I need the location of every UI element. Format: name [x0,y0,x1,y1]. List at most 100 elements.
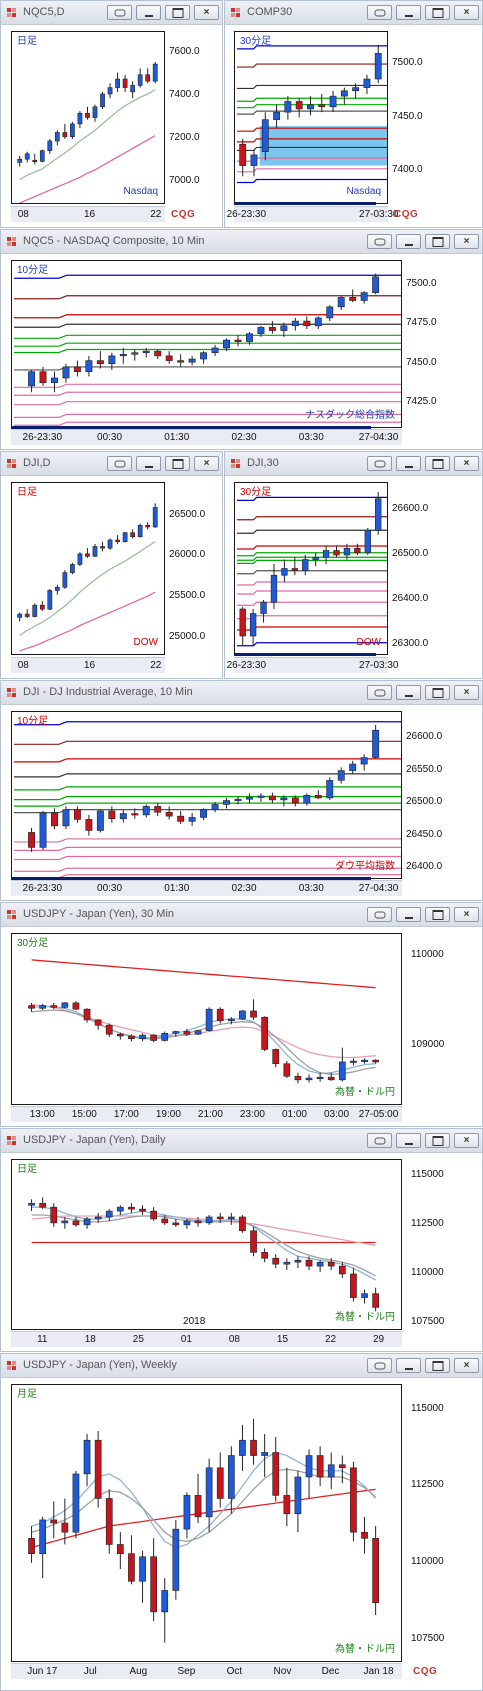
chart-window-usdjpy30[interactable]: USDJPY - Japan (Yen), 30 Min × 30分足 為替・ドル円 1… [0,902,483,1127]
chart-plot-area[interactable]: 日足 DOW [11,482,165,655]
candle-body [272,1452,280,1496]
chart-window-nqc5_10[interactable]: NQC5 - NASDAQ Composite, 10 Min × 10分足 ナスダッ… [0,229,483,450]
window-title-bar[interactable]: NQC5 - NASDAQ Composite, 10 Min × [1,230,482,254]
y-axis-tick: 26000.0 [169,549,206,561]
minimize-button[interactable] [136,5,161,20]
minimize-button[interactable] [396,1133,421,1148]
level-line [14,295,401,300]
x-axis-tick: 27-04:30 [358,883,399,894]
candle-body [343,547,351,556]
close-button[interactable]: × [454,456,479,471]
close-button[interactable]: × [454,1133,479,1148]
window-title-bar[interactable]: USDJPY - Japan (Yen), 30 Min × [1,903,482,927]
maximize-button[interactable] [165,5,190,20]
link-button[interactable] [367,5,392,20]
symbol-label: ナスダック総合指数 [305,410,395,421]
close-button[interactable]: × [454,5,479,20]
chart-plot-area[interactable]: 10分足 ナスダック総合指数 [11,260,402,428]
link-button[interactable] [367,1358,392,1373]
maximize-button[interactable] [425,907,450,922]
level-line [14,796,401,801]
candle-body [62,132,68,138]
chart-plot-area[interactable]: 30分足 DOW [234,482,388,655]
minimize-button[interactable] [136,456,161,471]
link-button[interactable] [367,685,392,700]
chart-window-dji30[interactable]: DJI,30 × 30分足 DOW 26600.0 26500.0 26400.0 26300… [224,451,483,679]
minimize-button[interactable] [396,685,421,700]
close-button[interactable]: × [194,5,219,20]
link-button[interactable] [367,234,392,249]
chart-plot-area[interactable]: 日足 Nasdaq [11,31,165,204]
period-label: 30分足 [240,36,272,47]
window-title-bar[interactable]: DJI,D × [1,452,222,476]
candle-body [47,590,53,610]
candle-body [374,53,382,80]
maximize-button[interactable] [425,1358,450,1373]
candle-body [72,1002,80,1010]
link-button[interactable] [367,456,392,471]
chart-window-usdjpyd[interactable]: USDJPY - Japan (Yen), Daily × 日足 為替・ドル円 1150… [0,1128,483,1352]
window-title-bar[interactable]: COMP30 × [225,1,482,25]
chart-plot-area[interactable]: 30分足 為替・ドル円 [11,933,402,1105]
moving-average-line [31,1214,376,1277]
chart-window-nqc5d[interactable]: NQC5,D × 日足 Nasdaq 7600.0 7400.0 7200.0 7000.0 0… [0,0,223,228]
window-title-bar[interactable]: USDJPY - Japan (Yen), Weekly × [1,1354,482,1378]
maximize-button[interactable] [425,5,450,20]
link-button[interactable] [367,907,392,922]
chart-plot-area[interactable]: 30分足 Nasdaq [234,31,388,204]
candle-body [73,366,81,372]
candle-body [272,1049,280,1065]
link-button[interactable] [107,5,132,20]
maximize-button[interactable] [425,1133,450,1148]
candle-body [291,568,298,572]
chart-plot-area[interactable]: 月足 為替・ドル円 [11,1384,402,1662]
window-title-bar[interactable]: DJI,30 × [225,452,482,476]
link-button[interactable] [107,456,132,471]
candle-body [363,78,371,88]
maximize-button[interactable] [165,456,190,471]
candle-body [260,601,267,614]
minimize-button[interactable] [396,1358,421,1373]
candle-body [349,763,357,771]
x-axis-tick: Sep [177,1666,196,1677]
window-title-bar[interactable]: DJI - DJ Industrial Average, 10 Min × [1,681,482,705]
chart-window-comp30[interactable]: COMP30 × 30分足 Nasdaq 7500.0 7450.0 7400.0 26-23… [224,0,483,228]
candle-body [128,1035,135,1039]
x-axis: 26-23:30 00:30 01:30 02:30 03:30 27-04:30 [11,429,402,445]
candle-body [172,1031,180,1034]
minimize-button[interactable] [396,234,421,249]
close-button[interactable]: × [454,685,479,700]
window-title-bar[interactable]: NQC5,D × [1,1,222,25]
maximize-button[interactable] [425,685,450,700]
close-button[interactable]: × [194,456,219,471]
close-button[interactable]: × [454,1358,479,1373]
chart-plot-area[interactable]: 10分足 ダウ平均指数 [11,711,402,879]
maximize-button[interactable] [425,456,450,471]
candle-body [261,1452,268,1456]
candle-body [183,1031,191,1035]
level-line [14,786,401,791]
window-title-bar[interactable]: USDJPY - Japan (Yen), Daily × [1,1129,482,1153]
chart-window-usdjpyw[interactable]: USDJPY - Japan (Yen), Weekly × 月足 為替・ドル円 115… [0,1353,483,1691]
chart-window-djid[interactable]: DJI,D × 日足 DOW 26500.0 26000.0 25500.0 25000.0 0… [0,451,223,679]
symbol-label: 為替・ドル円 [335,1087,395,1098]
candle-body [85,360,93,372]
minimize-button[interactable] [396,456,421,471]
chart-window-dji10[interactable]: DJI - DJ Industrial Average, 10 Min × 10分足… [0,680,483,901]
level-line [237,642,387,647]
x-axis-tick: 08 [17,660,29,671]
minimize-button[interactable] [396,907,421,922]
candle-body [122,78,128,88]
candle-body [122,532,128,542]
link-button[interactable] [367,1133,392,1148]
chart-plot-area[interactable]: 日足 為替・ドル円 [11,1159,402,1330]
maximize-button[interactable] [425,234,450,249]
y-axis-tick: 26500.0 [169,508,206,520]
minimize-button[interactable] [396,5,421,20]
chart-svg [28,1197,379,1312]
window-title: DJI,30 [247,457,279,469]
close-button[interactable]: × [454,234,479,249]
candle-body [17,158,23,163]
close-button[interactable]: × [454,907,479,922]
candle-body [165,811,173,817]
